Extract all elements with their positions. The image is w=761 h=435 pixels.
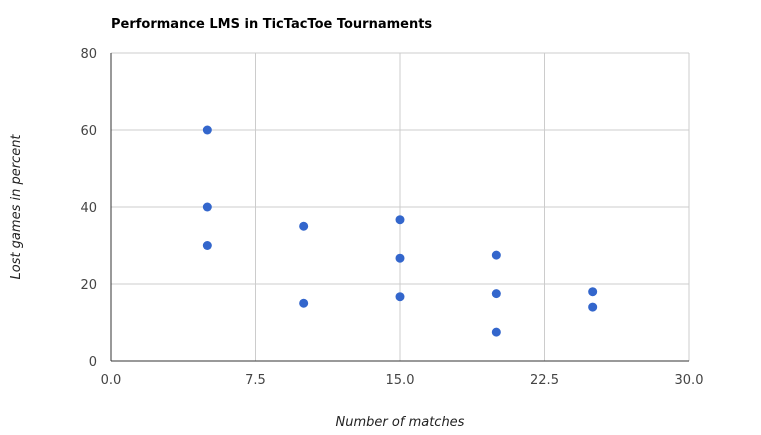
y-tick-label: 0 bbox=[89, 355, 97, 370]
data-point bbox=[202, 202, 212, 212]
x-tick-label: 7.5 bbox=[245, 373, 266, 388]
x-axis-title: Number of matches bbox=[336, 415, 465, 430]
y-axis-title: Lost games in percent bbox=[9, 134, 24, 280]
y-tick-label: 60 bbox=[80, 124, 97, 139]
y-tick-label: 40 bbox=[80, 201, 97, 216]
tick-labels: 0.0 7.5 15.0 22.5 30.0 0 20 40 60 80 bbox=[80, 47, 703, 388]
x-tick-label: 15.0 bbox=[386, 373, 415, 388]
data-point bbox=[395, 253, 405, 263]
data-point bbox=[202, 125, 212, 135]
y-tick-label: 80 bbox=[80, 47, 97, 62]
data-point bbox=[395, 292, 405, 302]
data-point bbox=[588, 302, 598, 312]
data-point bbox=[491, 250, 501, 260]
x-tick-label: 30.0 bbox=[675, 373, 704, 388]
data-point bbox=[299, 221, 309, 231]
data-point bbox=[588, 287, 598, 297]
data-point bbox=[395, 215, 405, 225]
x-tick-label: 0.0 bbox=[101, 373, 122, 388]
y-tick-label: 20 bbox=[80, 278, 97, 293]
data-point bbox=[491, 327, 501, 337]
grid-lines bbox=[110, 52, 690, 362]
x-tick-label: 22.5 bbox=[530, 373, 559, 388]
data-point bbox=[299, 298, 309, 308]
chart-title: Performance LMS in TicTacToe Tournaments bbox=[111, 17, 432, 32]
data-point bbox=[491, 289, 501, 299]
data-point bbox=[202, 241, 212, 250]
data-points bbox=[202, 125, 598, 337]
